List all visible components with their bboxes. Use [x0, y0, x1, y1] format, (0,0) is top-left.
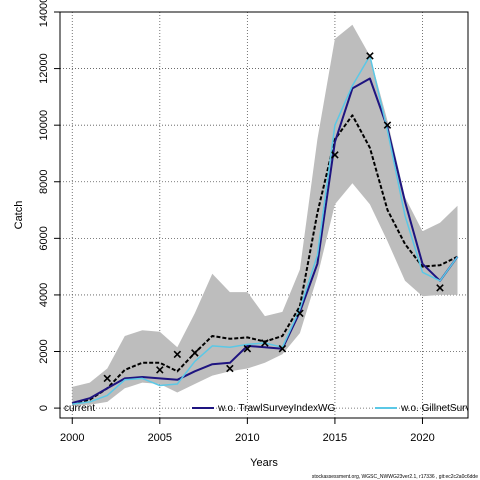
observation-point: [173, 350, 182, 359]
x-axis-title: Years: [250, 457, 278, 469]
y-tick-label: 8000: [38, 170, 50, 194]
series-line-current: [72, 114, 458, 405]
legend-items: current w.o. TrawlSurveyIndexWG w.o. Gilln…: [64, 403, 480, 414]
observation-points: [103, 52, 444, 383]
observation-point: [366, 52, 374, 60]
y-tick-label: 0: [38, 405, 50, 411]
observation-point: [156, 366, 164, 374]
x-axis: 2000 2005 2010 2015 2020: [60, 418, 435, 444]
x-tick-label: 2015: [323, 432, 347, 444]
observation-point: [226, 364, 234, 373]
observation-point: [243, 344, 252, 353]
legend-label-w-o-gillnetsurveyindex: w.o. GillnetSurveyIndex: [400, 403, 480, 414]
y-tick-label: 2000: [38, 339, 50, 363]
y-tick-label: 4000: [38, 283, 50, 307]
observation-point: [278, 344, 287, 353]
series-line-w-o-trawlsurveyindexwg: [72, 77, 459, 404]
y-axis: 0 2000 4000 6000 8000 10000 12000 14000: [38, 0, 60, 411]
x-tick-label: 2020: [410, 432, 434, 444]
observation-point: [191, 349, 199, 357]
observation-point: [296, 309, 304, 318]
y-axis-title: Catch: [13, 201, 25, 230]
footer-credit: stockassessment.org, WGSC_NWWG23ver2.1, …: [312, 474, 478, 480]
legend-label-w-o-trawlsurveyindexwg: w.o. TrawlSurveyIndexWG: [217, 403, 335, 414]
observation-point: [436, 284, 444, 292]
y-tick-label: 14000: [38, 0, 50, 27]
confidence-band: [72, 24, 458, 406]
observation-point: [261, 339, 269, 347]
legend-label-current: current: [64, 403, 95, 414]
observation-point: [383, 121, 392, 129]
x-tick-label: 2010: [235, 432, 259, 444]
y-tick-label: 6000: [38, 226, 50, 250]
legend: current w.o. TrawlSurveyIndexWG w.o. Gilln…: [64, 403, 480, 414]
y-tick-label: 10000: [38, 110, 50, 141]
observation-point: [103, 374, 112, 383]
x-tick-label: 2005: [148, 432, 172, 444]
y-tick-label: 12000: [38, 53, 50, 84]
x-tick-label: 2000: [60, 432, 84, 444]
observation-point: [331, 151, 339, 159]
plot-frame: [59, 11, 469, 419]
